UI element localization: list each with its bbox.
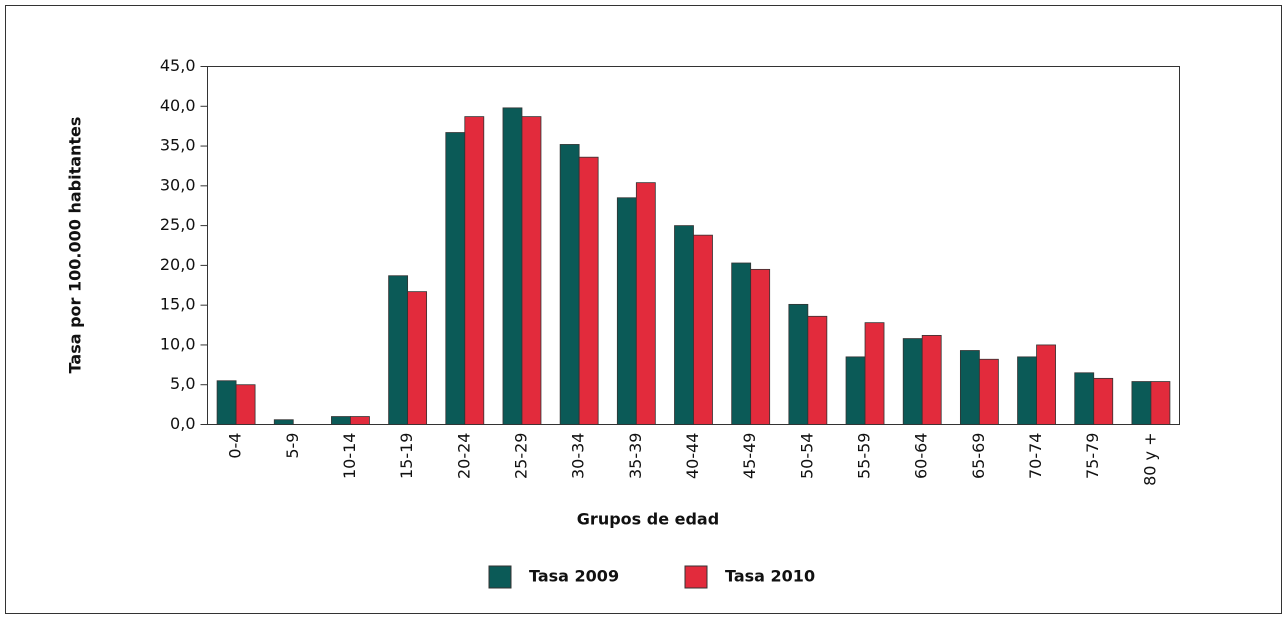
legend-label: Tasa 2009 bbox=[529, 567, 619, 586]
y-tick-label: 15,0 bbox=[160, 295, 196, 314]
bar bbox=[464, 116, 485, 425]
y-tick-label: 40,0 bbox=[160, 96, 196, 115]
bar bbox=[1017, 356, 1037, 425]
y-tick-label: 35,0 bbox=[160, 136, 196, 155]
bar bbox=[674, 225, 694, 425]
x-tick-label: 80 y + bbox=[1140, 433, 1159, 486]
bar bbox=[902, 338, 923, 425]
bar bbox=[502, 107, 523, 425]
x-tick-label: 40-44 bbox=[683, 433, 702, 480]
x-tick-label: 55-59 bbox=[855, 433, 874, 480]
x-tick-label: 35-39 bbox=[626, 433, 645, 480]
y-tick-label: 25,0 bbox=[160, 215, 196, 234]
bar bbox=[750, 268, 771, 425]
bar bbox=[616, 197, 637, 425]
bar bbox=[559, 144, 580, 425]
bar bbox=[921, 334, 942, 425]
x-tick-label: 20-24 bbox=[454, 433, 473, 480]
x-tick-label: 10-14 bbox=[340, 433, 359, 480]
bar bbox=[864, 322, 885, 425]
bar bbox=[407, 291, 428, 425]
bar bbox=[1036, 344, 1056, 425]
x-tick-label: 60-64 bbox=[912, 433, 931, 480]
bar bbox=[331, 416, 351, 425]
x-tick-label: 30-34 bbox=[569, 433, 588, 480]
x-tick-label: 25-29 bbox=[511, 433, 530, 480]
legend-swatch bbox=[684, 565, 708, 589]
bar bbox=[1093, 377, 1114, 425]
bar bbox=[693, 234, 713, 425]
y-tick-label: 10,0 bbox=[160, 334, 196, 353]
x-axis-title: Grupos de edad bbox=[577, 510, 719, 529]
y-tick-label: 45,0 bbox=[160, 56, 196, 75]
y-tick-label: 5,0 bbox=[170, 374, 195, 393]
legend-swatch bbox=[488, 565, 512, 589]
x-tick-label: 65-69 bbox=[969, 433, 988, 480]
x-tick-label: 70-74 bbox=[1026, 433, 1045, 480]
bar bbox=[1074, 372, 1095, 425]
bar bbox=[1150, 381, 1171, 425]
x-tick-label: 5-9 bbox=[283, 433, 302, 459]
x-tick-label: 75-79 bbox=[1083, 433, 1102, 480]
bar bbox=[521, 116, 542, 425]
x-tick-label: 0-4 bbox=[226, 433, 245, 459]
x-tick-label: 50-54 bbox=[797, 433, 816, 480]
bar bbox=[788, 303, 809, 425]
bar bbox=[445, 132, 466, 425]
bar bbox=[273, 419, 294, 425]
y-tick-label: 30,0 bbox=[160, 175, 196, 194]
bar bbox=[1131, 381, 1152, 425]
bar bbox=[235, 384, 256, 425]
bar bbox=[845, 356, 866, 425]
legend-label: Tasa 2010 bbox=[725, 567, 815, 586]
bar bbox=[731, 262, 752, 425]
bar bbox=[635, 182, 656, 425]
frame bbox=[5, 5, 1282, 614]
y-tick-label: 20,0 bbox=[160, 255, 196, 274]
bar bbox=[388, 275, 409, 425]
bar bbox=[959, 350, 980, 425]
bar bbox=[578, 156, 599, 425]
bar bbox=[350, 416, 370, 425]
y-tick-label: 0,0 bbox=[170, 414, 195, 433]
bar bbox=[807, 315, 828, 425]
x-tick-label: 45-49 bbox=[740, 433, 759, 480]
bar bbox=[978, 358, 999, 425]
x-tick-label: 15-19 bbox=[397, 433, 416, 480]
bar bbox=[216, 380, 237, 425]
y-axis-title: Tasa por 100.000 habitantes bbox=[66, 117, 85, 374]
